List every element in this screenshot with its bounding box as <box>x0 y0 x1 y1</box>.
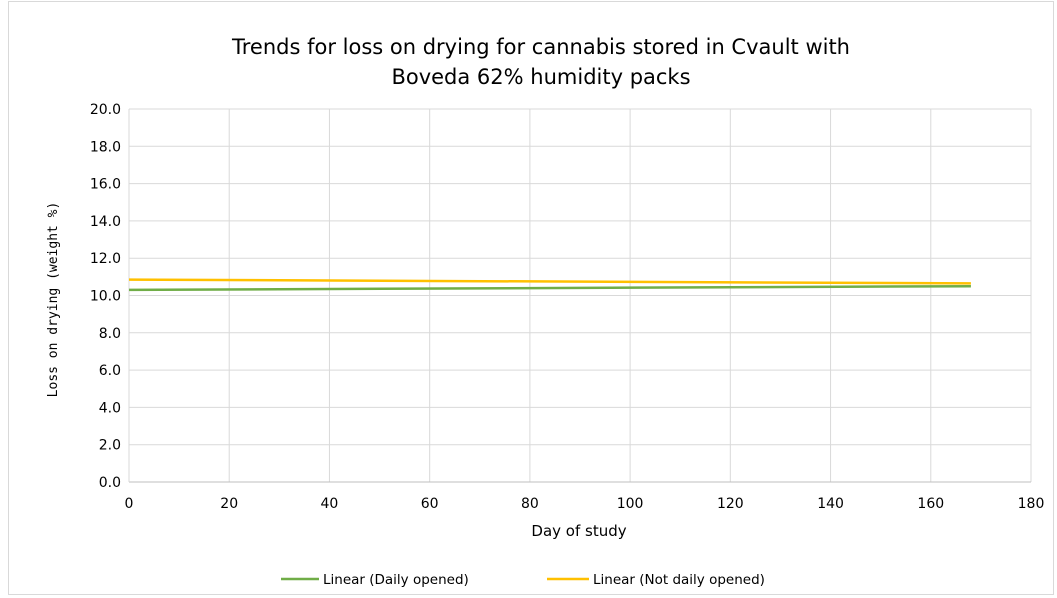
y-axis-title: Loss on drying (weight %) <box>46 202 61 398</box>
x-tick-label: 100 <box>617 496 644 512</box>
y-tick-label: 20.0 <box>90 102 121 118</box>
gridlines <box>129 108 1032 482</box>
y-tick-label: 14.0 <box>90 214 121 230</box>
x-tick-label: 120 <box>717 496 744 512</box>
y-tick-label: 12.0 <box>90 251 121 267</box>
y-tick-labels: 0.0 2.0 4.0 6.0 8.0 10.0 12.0 14.0 16.0 18.0 20.0 <box>90 102 121 491</box>
x-tick-label: 160 <box>917 496 944 512</box>
x-tick-label: 80 <box>521 496 539 512</box>
y-tick-label: 10.0 <box>90 289 121 305</box>
x-tick-label: 140 <box>817 496 844 512</box>
y-tick-label: 6.0 <box>99 363 121 379</box>
series-line-1 <box>128 284 971 292</box>
x-tick-label: 40 <box>321 496 339 512</box>
y-tick-label: 8.0 <box>99 326 121 342</box>
chart-title: Trends for loss on drying for cannabis s… <box>231 35 850 89</box>
chart-frame: Trends for loss on drying for cannabis s… <box>8 1 1054 595</box>
x-axis-title: Day of study <box>531 522 626 540</box>
y-tick-label: 16.0 <box>90 177 121 193</box>
chart-title-line-2: Boveda 62% humidity packs <box>391 65 690 89</box>
x-tick-label: 0 <box>125 496 134 512</box>
chart-title-line-1: Trends for loss on drying for cannabis s… <box>231 35 850 59</box>
y-tick-label: 2.0 <box>99 438 121 454</box>
legend: Linear (Daily opened) Linear (Not daily o… <box>281 572 765 588</box>
y-tick-label: 18.0 <box>90 139 121 155</box>
series-lines <box>128 278 971 292</box>
y-tick-label: 4.0 <box>99 400 121 416</box>
axes <box>128 109 1031 483</box>
line-chart: Trends for loss on drying for cannabis s… <box>46 35 1045 588</box>
series-line-2 <box>128 278 971 285</box>
x-tick-label: 60 <box>421 496 439 512</box>
legend-label-2: Linear (Not daily opened) <box>593 572 765 588</box>
x-tick-label: 20 <box>220 496 238 512</box>
x-tick-label: 180 <box>1018 496 1045 512</box>
y-tick-label: 0.0 <box>99 475 121 491</box>
x-tick-labels: 0 20 40 60 80 100 120 140 160 180 <box>125 496 1045 512</box>
legend-label-1: Linear (Daily opened) <box>323 572 469 588</box>
